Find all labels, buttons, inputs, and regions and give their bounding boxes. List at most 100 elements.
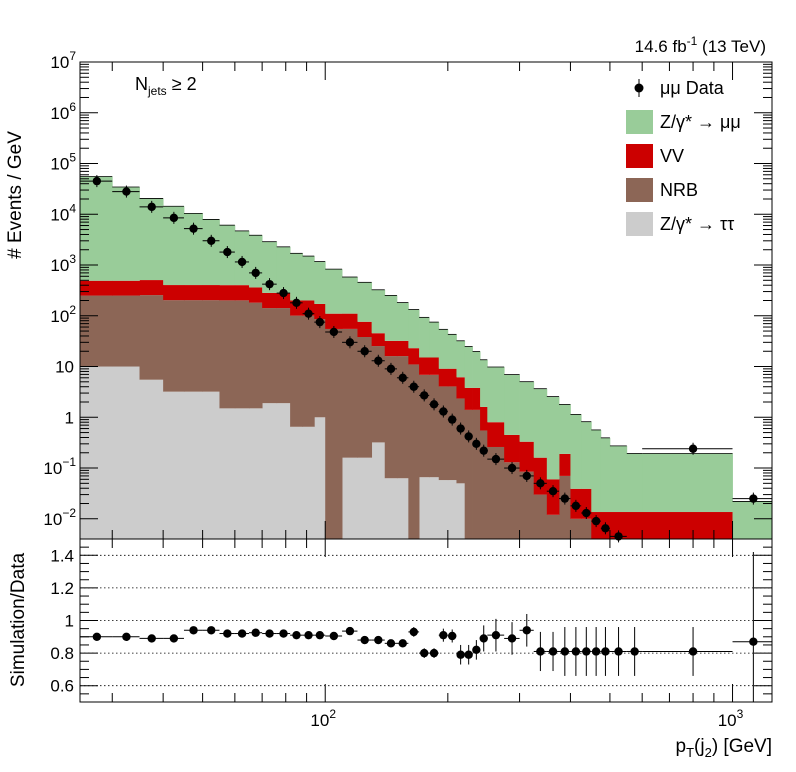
bar-2-7 xyxy=(234,285,250,301)
bar-3-16 xyxy=(357,282,373,322)
ratio-point-34 xyxy=(559,627,571,676)
ratio-point-11 xyxy=(290,630,303,640)
data-point-29 xyxy=(487,453,505,466)
ratio-point-36 xyxy=(581,627,592,676)
bar-3-0 xyxy=(80,176,113,281)
data-point-8 xyxy=(249,266,263,279)
ratio-point-29 xyxy=(487,618,505,652)
bar-1-34 xyxy=(559,475,571,539)
legend-label-data: μμ Data xyxy=(660,78,725,98)
bar-3-24 xyxy=(447,334,457,369)
ratio-point-19 xyxy=(396,639,409,648)
bar-3-37 xyxy=(591,429,602,513)
bar-1-16 xyxy=(357,337,373,458)
data-point-26 xyxy=(464,430,473,443)
ratio-point-41 xyxy=(642,627,733,676)
ratio-point-38 xyxy=(600,627,610,676)
ratio-y-axis-title: Simulation/Data xyxy=(8,553,29,688)
bar-3-42 xyxy=(732,501,773,539)
bar-1-27 xyxy=(472,409,481,539)
data-point-22 xyxy=(429,398,439,411)
data-point-32 xyxy=(533,477,547,490)
bar-3-40 xyxy=(626,453,643,513)
bar-1-35 xyxy=(570,518,582,539)
bar-2-23 xyxy=(438,368,449,387)
data-point-31 xyxy=(519,469,534,482)
bar-0-3 xyxy=(163,391,185,539)
ratio-point-28 xyxy=(479,625,488,652)
data-point-13 xyxy=(314,316,326,329)
stack-series-3 xyxy=(80,176,773,539)
ratio-point-6 xyxy=(219,629,235,638)
ratio-point-23 xyxy=(438,628,448,642)
data-point-4 xyxy=(183,222,203,235)
ratio-point-31 xyxy=(519,613,534,647)
main-y-tick-label-2: 1 xyxy=(65,408,74,427)
ratio-point-14 xyxy=(325,631,343,641)
bar-1-26 xyxy=(464,409,473,539)
bar-2-36 xyxy=(581,488,592,519)
bar-1-6 xyxy=(219,300,236,409)
ratio-y-tick-label-4: 1.4 xyxy=(50,546,74,565)
bar-2-2 xyxy=(139,280,164,296)
bar-3-30 xyxy=(504,374,520,435)
data-point-9 xyxy=(262,278,277,291)
bar-1-32 xyxy=(533,494,548,539)
bar-2-10 xyxy=(276,292,291,309)
bar-0-17 xyxy=(371,442,386,539)
bar-2-24 xyxy=(447,368,457,387)
ratio-y-tick-label-2: 1 xyxy=(65,612,74,631)
ratio-gridlines xyxy=(80,554,772,687)
bar-1-8 xyxy=(249,302,263,409)
main-y-tick-label-4: 102 xyxy=(50,303,76,326)
bar-1-2 xyxy=(139,295,164,380)
bar-3-13 xyxy=(314,261,326,304)
bar-0-6 xyxy=(219,408,236,539)
bar-2-41 xyxy=(642,512,733,539)
bar-2-17 xyxy=(371,333,386,347)
main-y-tick-label-0: 10−2 xyxy=(43,506,76,529)
ratio-point-24 xyxy=(447,629,457,643)
bar-0-13 xyxy=(314,417,326,539)
data-point-35 xyxy=(570,499,582,512)
njets-annotation: Njets ≥ 2 xyxy=(135,74,197,98)
bar-0-23 xyxy=(438,480,449,539)
data-point-16 xyxy=(357,345,372,358)
bar-1-12 xyxy=(302,315,315,427)
bar-3-41 xyxy=(642,453,733,513)
bar-2-14 xyxy=(325,313,343,329)
ratio-point-35 xyxy=(570,627,582,676)
ratio-point-20 xyxy=(408,627,420,637)
bar-3-14 xyxy=(325,269,343,314)
bar-1-21 xyxy=(419,374,430,478)
bar-1-7 xyxy=(234,300,250,409)
bar-2-34 xyxy=(559,453,571,476)
bar-3-26 xyxy=(464,346,473,388)
bar-0-8 xyxy=(249,408,263,539)
x-tick-label-0: 102 xyxy=(310,707,336,730)
bar-0-15 xyxy=(342,457,358,539)
bar-3-22 xyxy=(429,322,440,358)
bar-1-31 xyxy=(519,471,535,539)
ratio-point-4 xyxy=(183,626,203,635)
data-point-34 xyxy=(559,492,571,505)
data-point-20 xyxy=(408,380,420,393)
bar-2-22 xyxy=(429,357,440,375)
data-point-5 xyxy=(202,234,220,247)
main-y-ticks: 10−2 10−1 1 10 102 103 104 105 106 107 xyxy=(43,49,772,529)
legend-label-dy_tautau: Z/γ* → ττ xyxy=(660,214,734,234)
bar-3-5 xyxy=(202,219,220,286)
bar-0-10 xyxy=(276,403,291,539)
stack-series-0 xyxy=(80,366,466,539)
ratio-point-16 xyxy=(357,635,372,645)
bar-3-39 xyxy=(609,445,628,513)
bar-0-2 xyxy=(139,379,164,539)
main-y-tick-label-3: 10 xyxy=(55,358,74,377)
bar-2-16 xyxy=(357,321,373,338)
legend-item-dy_mumu: Z/γ* → μμ xyxy=(626,110,741,134)
bar-0-22 xyxy=(429,477,440,539)
ratio-point-25 xyxy=(456,644,465,665)
data-point-0 xyxy=(80,175,113,188)
main-stack-bars xyxy=(80,176,773,539)
